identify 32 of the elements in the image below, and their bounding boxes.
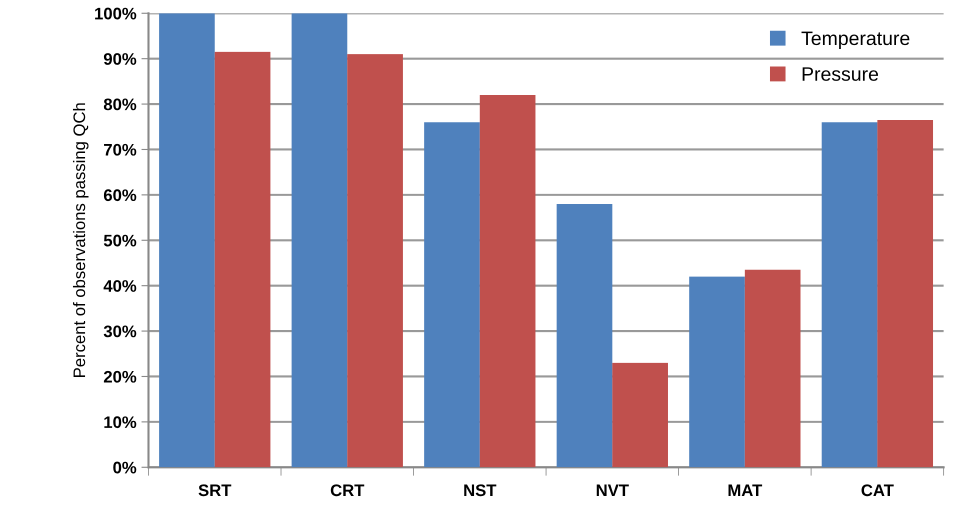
y-tick-label: 0% (113, 462, 136, 474)
y-tick-label: 30% (104, 325, 136, 338)
legend-label: Temperature (802, 32, 910, 50)
x-tick-label: NVT (596, 484, 629, 496)
x-tick-label: MAT (728, 484, 762, 496)
y-tick-label: 40% (104, 280, 136, 292)
y-tick-label: 50% (104, 234, 136, 246)
bar (689, 276, 745, 468)
y-tick-label: 90% (104, 53, 136, 65)
legend-label: Pressure (802, 67, 878, 81)
y-tick-label: 100% (95, 8, 136, 20)
x-tick-label: CAT (862, 484, 894, 496)
bar (159, 13, 215, 468)
y-axis-title: Percent of observations passing QCh (72, 103, 89, 377)
x-tick-label: CRT (330, 484, 364, 496)
y-tick-label: 60% (104, 189, 136, 202)
bar (480, 94, 536, 468)
x-tick-label: NST (464, 484, 496, 496)
x-tick-label: SRT (198, 484, 232, 496)
bar (214, 52, 270, 468)
y-tick-label: 20% (104, 370, 136, 383)
y-tick-label: 10% (104, 416, 136, 428)
bar (347, 54, 403, 468)
y-tick-label: 80% (104, 98, 136, 110)
bar (822, 122, 878, 468)
bar (612, 362, 668, 468)
y-tick-label: 70% (104, 144, 136, 156)
bar (877, 120, 934, 468)
bar (424, 122, 480, 468)
bar (292, 13, 348, 468)
bar (556, 204, 612, 468)
bar (744, 270, 801, 468)
